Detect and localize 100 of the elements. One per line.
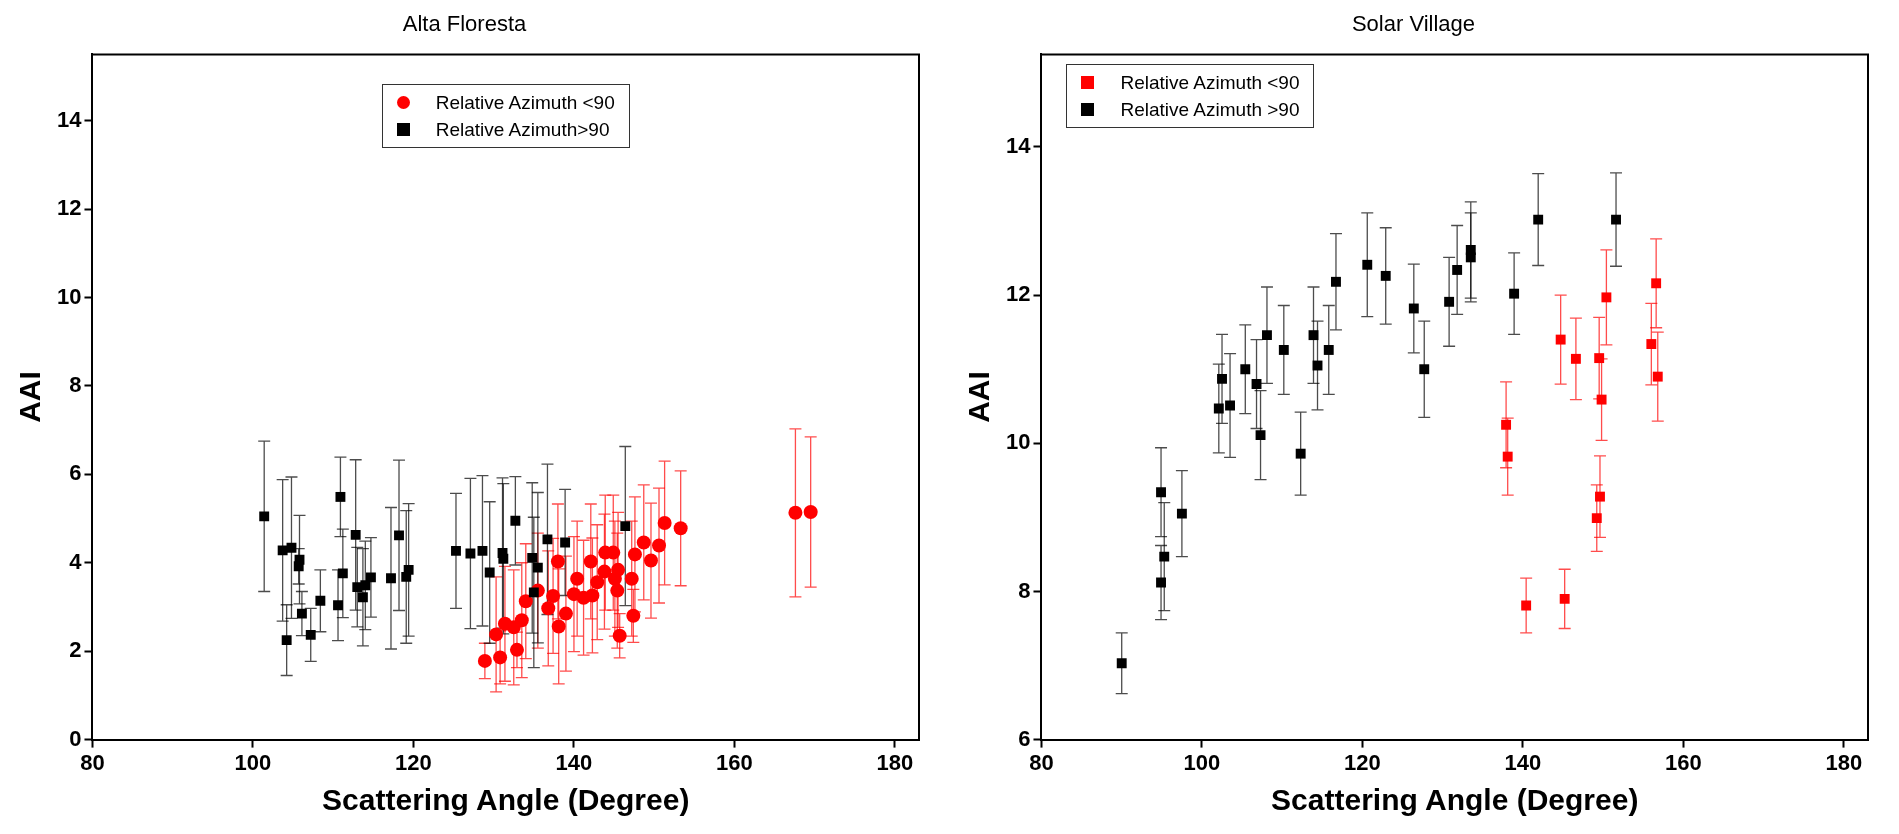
point (1559, 593, 1570, 604)
point (1295, 448, 1306, 459)
point (1362, 259, 1373, 270)
point (357, 592, 368, 603)
point (643, 553, 658, 568)
point (803, 504, 818, 519)
chart-title: Solar Village (1351, 11, 1476, 37)
point (1156, 577, 1166, 588)
point (550, 554, 565, 569)
legend-label: Relative Azimuth <90 (435, 91, 615, 116)
point (612, 628, 627, 643)
point (1591, 513, 1602, 524)
point (1380, 270, 1391, 281)
point (570, 571, 585, 586)
point (1278, 345, 1289, 355)
point (465, 548, 476, 559)
y-tick-label: 14 (56, 106, 83, 132)
point (293, 561, 304, 572)
legend-label: Relative Azimuth>90 (435, 118, 610, 143)
point (657, 515, 672, 530)
y-tick-label: 6 (69, 460, 82, 486)
x-tick-label: 80 (80, 749, 105, 775)
point (394, 530, 404, 541)
point (1596, 394, 1607, 405)
point (1533, 214, 1544, 225)
point (484, 567, 495, 578)
y-tick-label: 12 (56, 195, 82, 221)
point (1595, 491, 1605, 502)
y-tick-label: 10 (1005, 429, 1031, 455)
point (560, 537, 571, 548)
point (788, 505, 803, 520)
y-axis-title: AAI (13, 371, 47, 423)
y-tick-label: 2 (69, 637, 82, 663)
point (1225, 400, 1235, 411)
point (1217, 373, 1227, 384)
x-tick-label: 120 (1344, 749, 1381, 775)
point (1444, 296, 1455, 307)
point (610, 583, 625, 598)
point (514, 613, 529, 628)
point (315, 595, 326, 606)
point (1176, 508, 1187, 519)
point (1251, 379, 1262, 389)
x-axis-title: Scattering Angle (Degree) (322, 783, 690, 817)
point (337, 568, 348, 579)
point (527, 552, 538, 563)
x-tick-label: 140 (555, 749, 593, 775)
y-tick-label: 8 (1018, 577, 1031, 603)
y-tick-label: 4 (69, 548, 83, 574)
point (401, 571, 412, 582)
point (451, 545, 461, 556)
point (546, 588, 561, 603)
point (305, 629, 316, 640)
point (528, 587, 539, 598)
x-tick-label: 120 (395, 749, 432, 775)
point (1501, 419, 1512, 430)
point (585, 588, 600, 603)
point (1156, 487, 1166, 498)
point (286, 542, 297, 553)
point (259, 511, 270, 522)
x-tick-label: 140 (1504, 749, 1542, 775)
point (350, 529, 361, 540)
point (1509, 288, 1520, 299)
point (1419, 364, 1430, 375)
point (1652, 371, 1663, 382)
point (1255, 430, 1266, 441)
point (360, 580, 371, 591)
point (1594, 353, 1605, 364)
point (636, 535, 651, 550)
x-tick-label: 100 (1183, 749, 1221, 775)
point (335, 491, 346, 502)
point (1452, 265, 1463, 275)
point (1570, 353, 1581, 364)
point (583, 554, 598, 569)
y-tick-label: 10 (56, 283, 82, 309)
y-tick-label: 0 (69, 725, 82, 751)
point (542, 534, 553, 545)
point (1601, 292, 1612, 303)
x-axis-title: Scattering Angle (Degree) (1271, 783, 1639, 817)
x-tick-label: 100 (234, 749, 272, 775)
x-tick-label: 160 (716, 749, 753, 775)
point (673, 521, 688, 536)
point (1213, 403, 1224, 414)
point (1240, 364, 1251, 375)
point (620, 521, 631, 532)
point (1331, 276, 1341, 287)
point (365, 572, 376, 583)
point (509, 642, 524, 657)
legend-label: Relative Azimuth >90 (1120, 98, 1300, 123)
point (1465, 252, 1476, 263)
point (597, 564, 612, 579)
point (611, 562, 626, 577)
point (477, 545, 488, 556)
y-tick-label: 6 (1018, 725, 1031, 751)
point (532, 562, 543, 573)
point (510, 515, 521, 526)
x-tick-label: 180 (1825, 749, 1863, 775)
point (590, 575, 605, 590)
point (518, 594, 533, 609)
y-tick-label: 12 (1005, 281, 1031, 307)
point (1651, 278, 1662, 289)
